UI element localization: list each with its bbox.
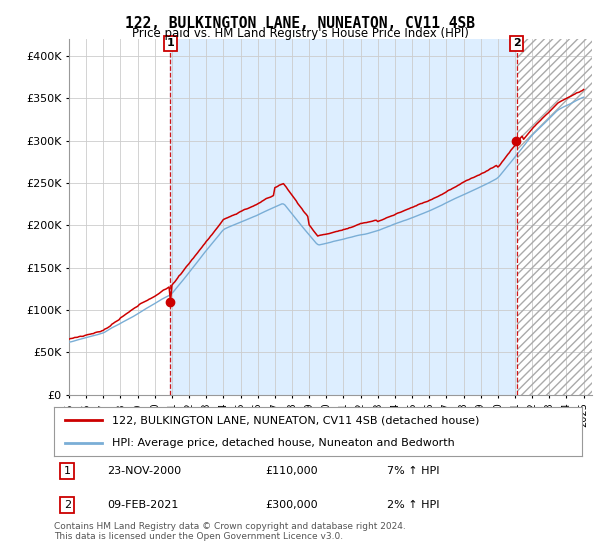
Text: 2: 2 [513,39,521,48]
Text: 1: 1 [64,466,71,476]
Text: 2: 2 [64,500,71,510]
Text: 09-FEB-2021: 09-FEB-2021 [107,500,178,510]
Bar [517,39,592,395]
Text: 2% ↑ HPI: 2% ↑ HPI [386,500,439,510]
Text: 23-NOV-2000: 23-NOV-2000 [107,466,181,476]
Text: 122, BULKINGTON LANE, NUNEATON, CV11 4SB: 122, BULKINGTON LANE, NUNEATON, CV11 4SB [125,16,475,31]
Text: Contains HM Land Registry data © Crown copyright and database right 2024.
This d: Contains HM Land Registry data © Crown c… [54,522,406,542]
Text: Price paid vs. HM Land Registry's House Price Index (HPI): Price paid vs. HM Land Registry's House … [131,27,469,40]
Text: 122, BULKINGTON LANE, NUNEATON, CV11 4SB (detached house): 122, BULKINGTON LANE, NUNEATON, CV11 4SB… [112,416,479,426]
Text: 7% ↑ HPI: 7% ↑ HPI [386,466,439,476]
Text: 1: 1 [166,39,174,48]
Text: £300,000: £300,000 [265,500,318,510]
Text: £110,000: £110,000 [265,466,318,476]
Text: HPI: Average price, detached house, Nuneaton and Bedworth: HPI: Average price, detached house, Nune… [112,438,455,448]
Bar [170,39,517,395]
Bar [517,39,592,395]
